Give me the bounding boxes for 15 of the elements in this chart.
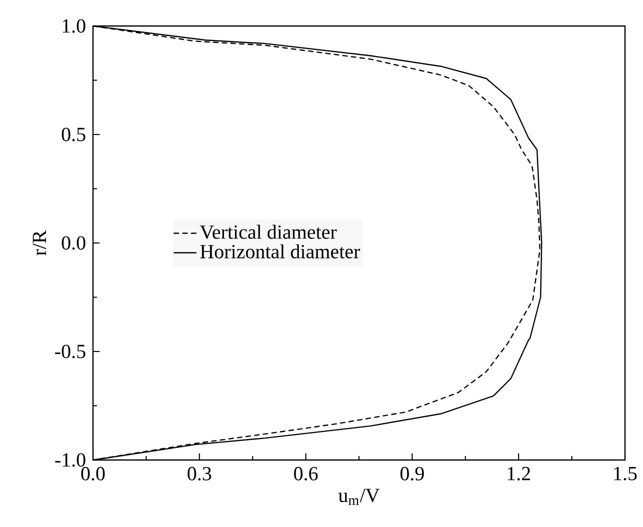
x-tick-label: 0.0	[81, 466, 105, 481]
y-tick-label: 0.5	[62, 128, 86, 142]
y-tick-label: 1.0	[62, 19, 86, 33]
legend-label: Horizontal diameter	[200, 244, 360, 258]
legend-label: Vertical diameter	[200, 224, 337, 239]
x-axis-title: u$_{m}$/V	[338, 488, 380, 505]
x-tick-label: 1.2	[508, 466, 530, 480]
y-tick-label: 0.0	[62, 236, 86, 250]
x-tick-label: 1.5	[614, 466, 637, 480]
y-axis-title: r/R	[32, 230, 46, 256]
y-tick-label: -0.5	[55, 344, 86, 358]
x-tick-label: 0.3	[188, 466, 212, 481]
x-tick-label: 0.6	[294, 466, 318, 481]
x-tick-label: 0.9	[400, 466, 424, 481]
y-tick-label: -1.0	[55, 453, 86, 467]
